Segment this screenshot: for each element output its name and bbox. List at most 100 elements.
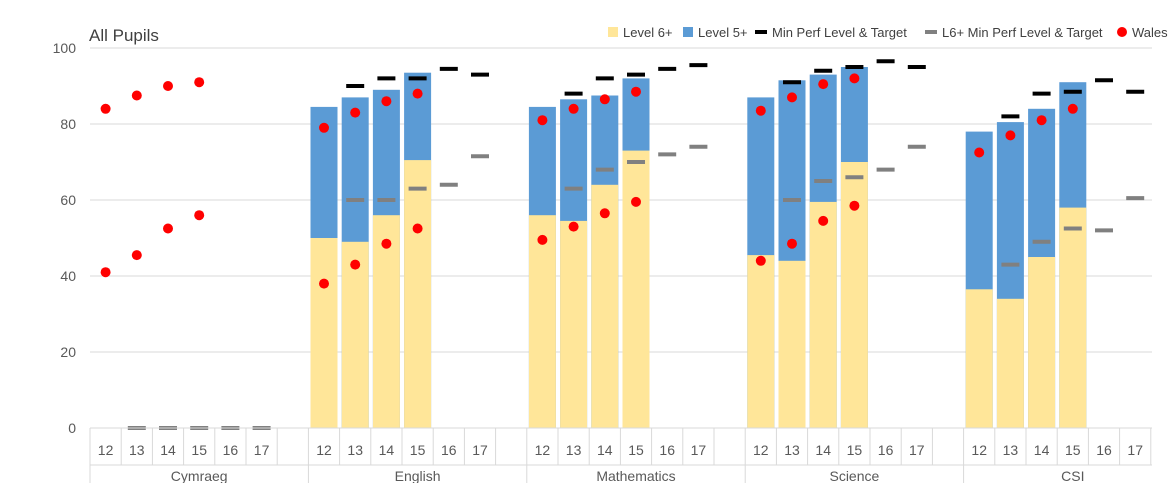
y-tick-label: 0 — [68, 420, 76, 436]
legend: Level 6+ Level 5+ Min Perf Level & Target L… — [608, 25, 1168, 40]
bar-level6-english-13 — [341, 241, 369, 428]
legend-label: Wales — [1132, 25, 1168, 40]
wales-dot-l5-english-14 — [381, 96, 392, 107]
x-tick-label: 15 — [410, 442, 426, 458]
x-tick-label: 17 — [909, 442, 925, 458]
x-tick-label: 16 — [659, 442, 675, 458]
legend-item: Wales — [1117, 25, 1168, 40]
wales-dot-l5-science-15 — [849, 73, 860, 84]
wales-dot-l6-science-15 — [849, 200, 860, 211]
x-tick-label: 14 — [379, 442, 395, 458]
wales-dot-l6-english-13 — [350, 259, 361, 270]
x-tick-label: 12 — [98, 442, 114, 458]
x-tick-label: 15 — [847, 442, 863, 458]
bar-level6-csi-14 — [1028, 257, 1056, 428]
x-tick-label: 13 — [566, 442, 582, 458]
x-tick-label: 13 — [347, 442, 363, 458]
legend-swatch — [608, 27, 618, 37]
wales-dot-l5-cymraeg-14 — [163, 81, 173, 91]
x-tick-label: 14 — [160, 442, 176, 458]
y-tick-label: 20 — [60, 344, 76, 360]
wales-dot-l5-science-12 — [755, 105, 766, 116]
wales-dot-l5-mathematics-15 — [631, 86, 641, 97]
wales-dot-l6-cymraeg-15 — [194, 210, 205, 221]
x-category-label: CSI — [1061, 468, 1084, 483]
bars — [310, 67, 1087, 429]
x-tick-label: 13 — [1003, 442, 1019, 458]
wales-dot-l5-cymraeg-12 — [100, 103, 111, 114]
bar-level6-mathematics-14 — [591, 184, 619, 428]
legend-swatch — [683, 27, 693, 37]
wales-dot-l5-science-13 — [787, 92, 797, 103]
wales-dot-l5-mathematics-12 — [537, 115, 548, 126]
wales-dot-l6-mathematics-14 — [599, 208, 610, 219]
y-tick-label: 100 — [53, 40, 77, 56]
legend-label: Min Perf Level & Target — [772, 25, 907, 40]
wales-dot-l6-cymraeg-13 — [131, 250, 142, 261]
wales-dot-l5-cymraeg-15 — [194, 77, 205, 88]
x-category-label: English — [395, 468, 441, 483]
wales-dot-l5-csi-14 — [1036, 115, 1047, 126]
wales-dot-l6-english-14 — [381, 238, 392, 249]
x-tick-label: 13 — [784, 442, 800, 458]
wales-dot-l6-mathematics-12 — [537, 234, 548, 245]
x-tick-label: 16 — [441, 442, 457, 458]
wales-dot-l5-english-12 — [319, 122, 329, 133]
legend-label: Level 6+ — [623, 25, 673, 40]
x-tick-label: 14 — [597, 442, 613, 458]
x-category-label: Mathematics — [596, 468, 675, 483]
x-tick-label: 12 — [753, 442, 769, 458]
bar-level6-mathematics-15 — [622, 150, 650, 428]
x-tick-label: 15 — [1065, 442, 1081, 458]
x-tick-label: 17 — [472, 442, 488, 458]
wales-dot-l5-cymraeg-13 — [131, 90, 142, 101]
x-tick-label: 17 — [1127, 442, 1143, 458]
wales-dot-l5-csi-15 — [1067, 103, 1078, 114]
x-category-label: Science — [829, 468, 879, 483]
x-tick-label: 17 — [691, 442, 707, 458]
legend-item: Level 6+ — [608, 25, 673, 40]
wales-dot-l6-cymraeg-14 — [163, 223, 173, 234]
x-tick-label: 14 — [1034, 442, 1050, 458]
wales-dot-l6-cymraeg-12 — [100, 267, 111, 278]
wales-dots — [100, 73, 1078, 289]
legend-label: Level 5+ — [698, 25, 748, 40]
wales-dot-l5-mathematics-14 — [599, 94, 610, 105]
x-tick-label: 15 — [191, 442, 207, 458]
wales-dot-l6-english-15 — [412, 223, 423, 234]
bar-level6-science-14 — [809, 201, 837, 428]
x-tick-label: 16 — [878, 442, 894, 458]
legend-swatch — [1117, 27, 1127, 37]
x-tick-label: 16 — [223, 442, 239, 458]
y-tick-label: 60 — [60, 192, 76, 208]
x-tick-label: 12 — [316, 442, 332, 458]
bar-level6-english-15 — [404, 160, 432, 428]
bar-level6-science-13 — [778, 260, 806, 428]
legend-label: L6+ Min Perf Level & Target — [942, 25, 1103, 40]
y-tick-label: 40 — [60, 268, 76, 284]
bar-level6-mathematics-13 — [560, 220, 588, 428]
legend-item: L6+ Min Perf Level & Target — [925, 25, 1103, 40]
wales-dot-l6-science-12 — [755, 255, 766, 266]
y-axis-ticks: 0 20 40 60 80 100 — [53, 40, 77, 436]
wales-dot-l5-english-15 — [412, 88, 423, 99]
wales-dot-l6-science-13 — [787, 238, 797, 249]
legend-item: Level 5+ — [683, 25, 748, 40]
x-axis: 12 13 14 15 16 17 12 13 14 15 16 17 12 13 14 15 16 17 12 13… — [89, 427, 1152, 483]
bar-level6-csi-13 — [996, 298, 1024, 428]
x-tick-label: 17 — [254, 442, 270, 458]
wales-dot-l5-mathematics-13 — [568, 103, 579, 114]
bar-level6-english-12 — [310, 238, 338, 428]
wales-dot-l5-csi-13 — [1005, 130, 1016, 141]
wales-dot-l6-mathematics-15 — [631, 196, 641, 207]
bar-level6-csi-15 — [1059, 207, 1087, 428]
bar-level6-mathematics-12 — [528, 215, 556, 428]
wales-dot-l5-science-14 — [818, 79, 829, 90]
bar-level6-english-14 — [372, 215, 400, 428]
wales-dot-l6-mathematics-13 — [568, 221, 579, 232]
x-tick-label: 14 — [815, 442, 831, 458]
wales-dot-l5-csi-12 — [974, 147, 985, 158]
bar-level6-csi-12 — [965, 289, 993, 428]
